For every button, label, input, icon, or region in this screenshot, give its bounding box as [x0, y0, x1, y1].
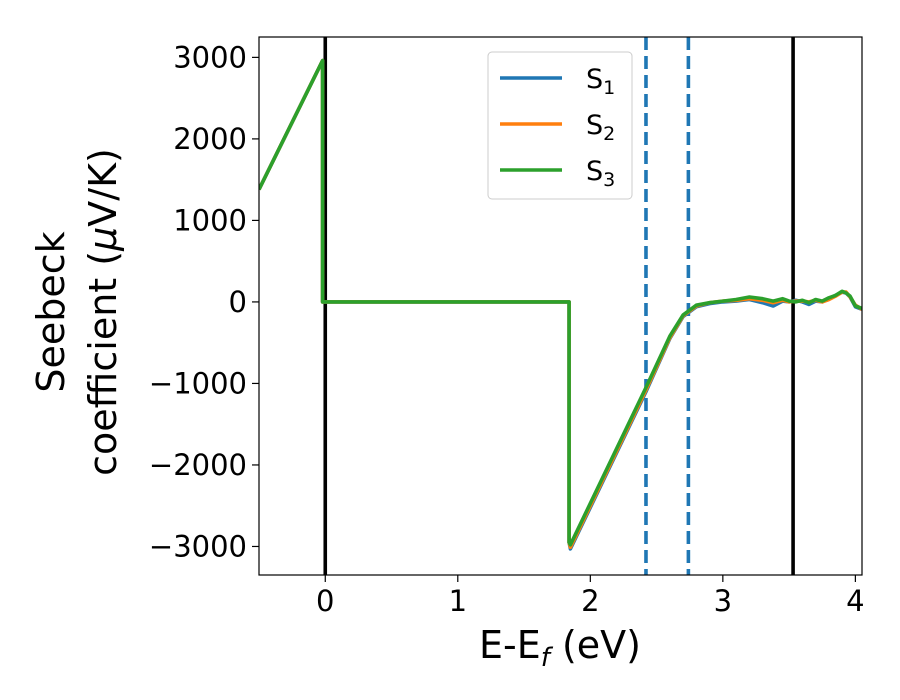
reference-lines — [323, 37, 795, 575]
legend: S1 S2 S3 — [487, 51, 633, 200]
y-tick-label: 1000 — [173, 203, 247, 237]
y-tick-label: −2000 — [149, 448, 247, 482]
x-tick-label: 0 — [316, 584, 334, 618]
series-line-s3 — [259, 58, 862, 547]
legend-label-s1: S1 — [586, 64, 615, 99]
x-tick-label: 2 — [581, 584, 599, 618]
y-axis-title: Seebeck coefficient (μV/K) — [29, 148, 125, 476]
plot-frame — [258, 36, 863, 576]
y-tick-label: 3000 — [173, 40, 247, 74]
x-tick-label: 4 — [846, 584, 864, 618]
legend-label-s2: S2 — [586, 110, 615, 145]
y-tick-label: 0 — [229, 285, 247, 319]
legend-label-s3: S3 — [586, 156, 615, 191]
x-axis-title: E-Ef (eV) — [479, 623, 641, 673]
y-tick-label: −3000 — [149, 529, 247, 563]
y-axis-title-line2: coefficient (μV/K) — [81, 148, 125, 476]
x-axis-ticks: 0 1 2 3 4 — [316, 575, 865, 618]
y-tick-label: −1000 — [149, 366, 247, 400]
y-tick-label: 2000 — [173, 122, 247, 156]
series-lines — [259, 58, 862, 551]
x-tick-label: 3 — [714, 584, 732, 618]
x-tick-label: 1 — [449, 584, 467, 618]
y-axis-title-line1: Seebeck — [29, 231, 73, 392]
y-axis-ticks: 3000 2000 1000 0 −1000 −2000 −3000 — [149, 40, 259, 563]
